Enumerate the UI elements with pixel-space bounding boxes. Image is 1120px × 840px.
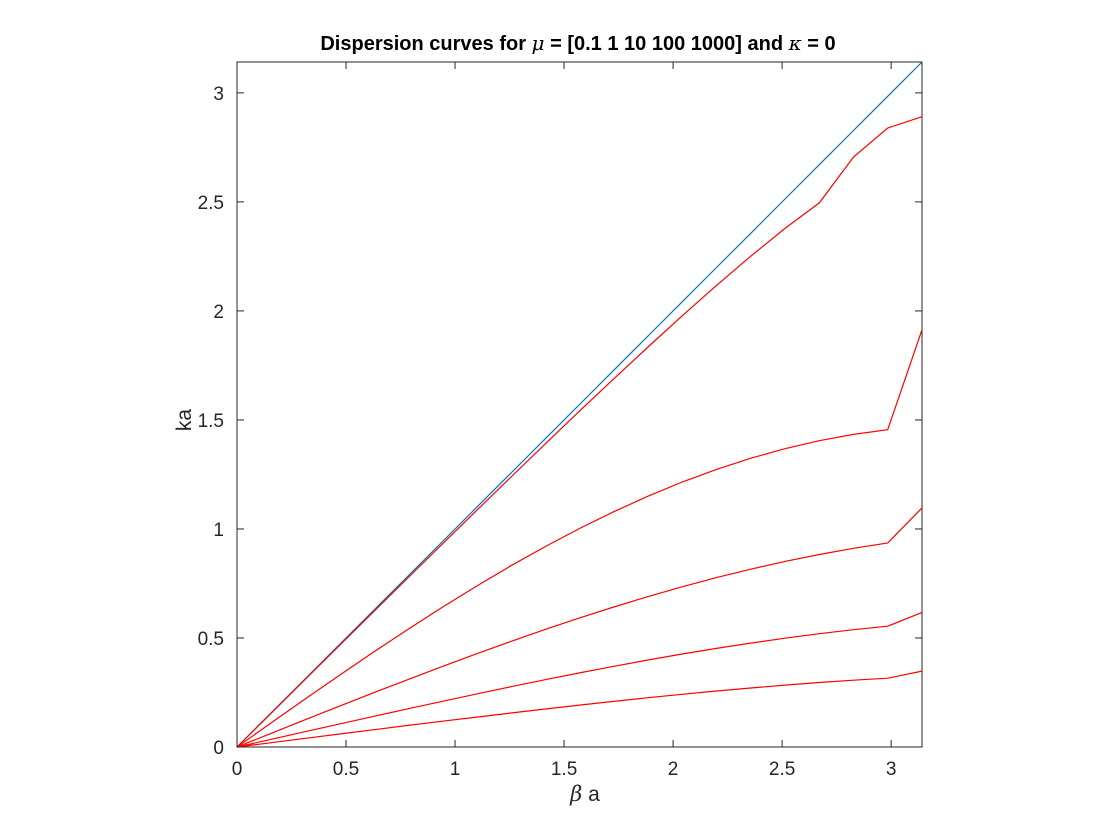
chart-title-middle: = [0.1 1 10 100 1000] and: [545, 33, 789, 55]
y-tick-label: 1.5: [198, 411, 224, 432]
series-line-1: [236, 61, 923, 748]
x-tick-label: 0: [232, 759, 243, 780]
chart-title-prefix: Dispersion curves for: [320, 33, 531, 55]
x-axis-ticks: 0 0.5 1 1.5 2 2.5 3: [232, 62, 897, 780]
y-axis-label: ka: [173, 409, 196, 432]
y-tick-label: 2: [213, 302, 224, 323]
chart-title-kappa-symbol: κ: [788, 31, 802, 55]
x-tick-label: 2.5: [769, 759, 795, 780]
y-tick-label: 0.5: [198, 629, 224, 650]
x-tick-label: 1: [450, 759, 461, 780]
chart-title-mu-symbol: μ: [532, 31, 545, 55]
series-line-6: [236, 670, 923, 748]
x-axis-label-text: a: [582, 783, 600, 806]
x-tick-label: 3: [886, 759, 897, 780]
series-layer: [236, 61, 923, 748]
series-line-2: [236, 116, 923, 748]
y-axis-ticks: 0 0.5 1 1.5 2 2.5 3: [198, 84, 922, 759]
x-tick-label: 2: [668, 759, 679, 780]
series-line-5: [236, 611, 923, 748]
y-tick-label: 2.5: [198, 193, 224, 214]
x-axis-label: β a: [569, 782, 600, 806]
chart-title-suffix: = 0: [802, 33, 836, 55]
x-tick-label: 1.5: [551, 759, 577, 780]
series-line-4: [236, 507, 923, 748]
x-axis-label-beta-symbol: β: [569, 782, 582, 806]
y-tick-label: 0: [213, 738, 224, 759]
x-tick-label: 0.5: [333, 759, 359, 780]
y-tick-label: 1: [213, 520, 224, 541]
series-line-3: [236, 329, 923, 748]
chart-title: Dispersion curves for μ = [0.1 1 10 100 …: [320, 31, 835, 55]
y-tick-label: 3: [213, 84, 224, 105]
